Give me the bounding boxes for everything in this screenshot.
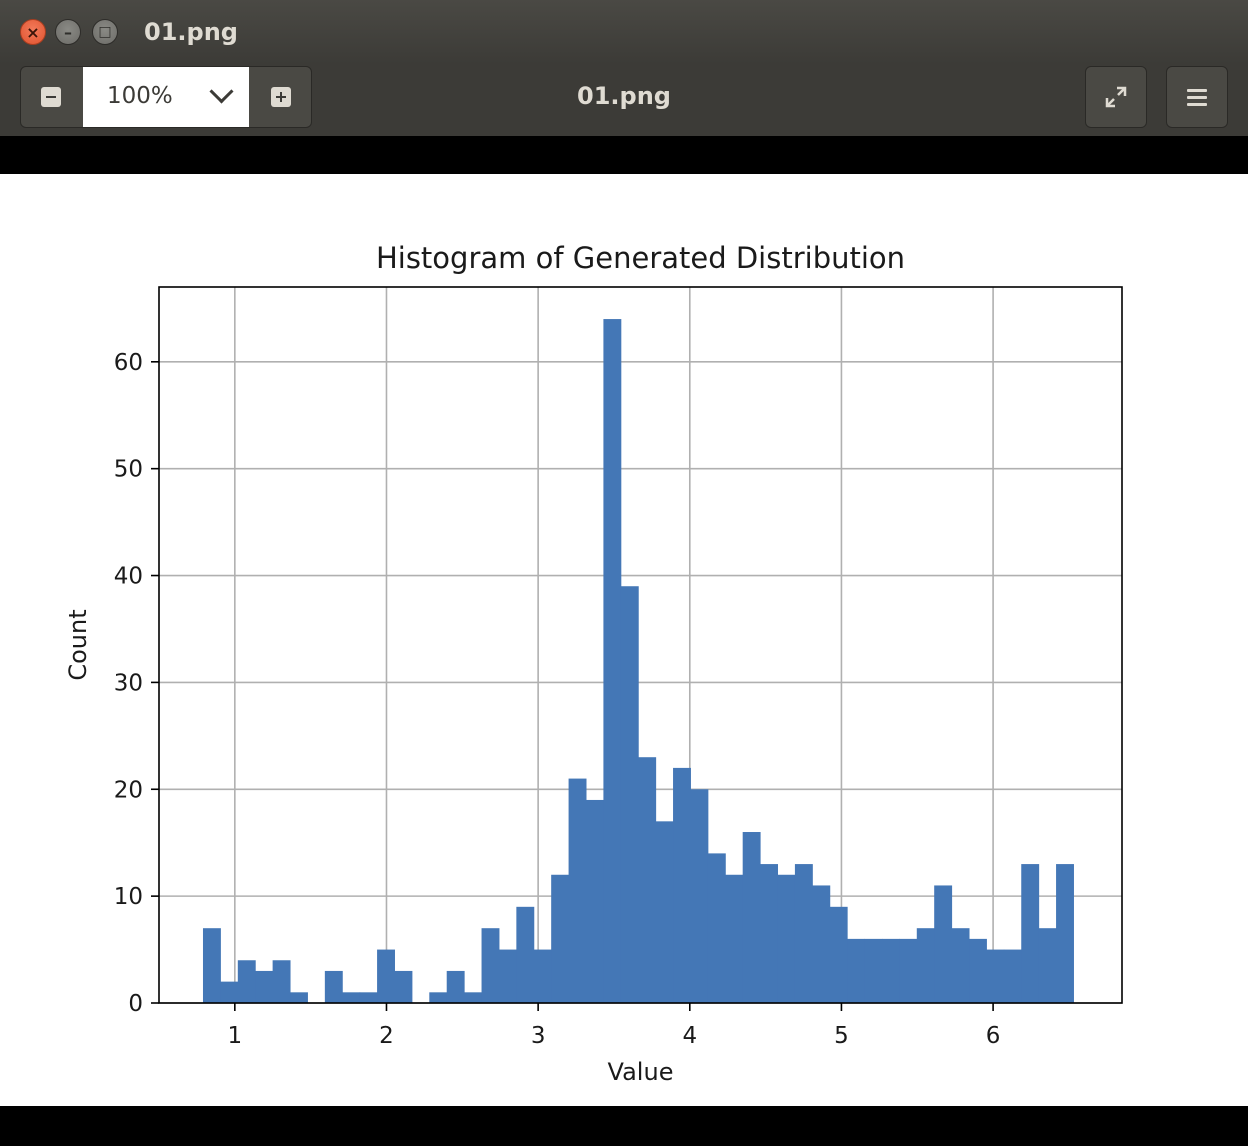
hamburger-menu-icon xyxy=(1187,89,1207,106)
zoom-level-value: 100% xyxy=(107,83,173,109)
title-bar: × – □ 01.png xyxy=(0,0,1248,64)
histogram-bar xyxy=(202,928,221,1003)
letterbox-bottom xyxy=(0,1106,1248,1146)
histogram-bar xyxy=(777,874,796,1003)
y-tick-label: 20 xyxy=(114,777,143,803)
x-tick-label: 5 xyxy=(834,1023,849,1049)
histogram-bar xyxy=(655,821,674,1003)
maximize-icon[interactable]: □ xyxy=(92,19,118,45)
y-tick-label: 30 xyxy=(114,670,143,696)
histogram-bar xyxy=(446,970,465,1003)
grid-lines xyxy=(159,287,1122,1004)
plot-frame xyxy=(158,286,1123,1004)
histogram-bar xyxy=(934,885,953,1003)
histogram-bar xyxy=(1003,949,1022,1003)
x-tick-label: 3 xyxy=(531,1023,546,1049)
histogram-bar xyxy=(585,799,604,1003)
zoom-out-icon xyxy=(41,87,61,107)
histogram-bar xyxy=(1038,928,1057,1003)
histogram-bar xyxy=(533,949,552,1003)
histogram-bar xyxy=(342,992,361,1003)
histogram-bar xyxy=(847,938,866,1003)
histogram-bar xyxy=(481,928,500,1003)
histogram-bar xyxy=(899,938,918,1003)
fullscreen-icon xyxy=(1105,86,1127,108)
histogram-bar xyxy=(429,992,448,1003)
y-tick-label: 60 xyxy=(114,350,143,376)
x-tick-label: 2 xyxy=(379,1023,394,1049)
histogram-bar xyxy=(742,832,761,1003)
histogram-bar xyxy=(394,970,413,1003)
histogram-bar xyxy=(324,970,343,1003)
histogram-bar xyxy=(829,906,848,1003)
menu-button[interactable] xyxy=(1166,66,1228,128)
toolbar-title: 01.png xyxy=(577,82,671,110)
zoom-in-icon xyxy=(271,87,291,107)
histogram-bar xyxy=(220,981,239,1003)
histogram-bars xyxy=(202,319,1074,1003)
histogram-bar xyxy=(551,874,570,1003)
histogram-bar xyxy=(760,864,779,1003)
histogram-bar xyxy=(707,853,726,1003)
histogram-bar xyxy=(290,992,308,1003)
y-tick-label: 0 xyxy=(128,991,143,1017)
histogram-bar xyxy=(986,949,1005,1003)
x-tick-label: 1 xyxy=(228,1023,243,1049)
chart-title: Histogram of Generated Distribution xyxy=(376,241,905,275)
histogram-bar xyxy=(690,789,709,1003)
x-tick-label: 4 xyxy=(682,1023,697,1049)
image-canvas: 1 2 3 4 5 6 0 10 20 30 40 50 60 Histogram of Generat… xyxy=(4,174,1244,1106)
histogram-bar xyxy=(812,885,831,1003)
histogram-bar xyxy=(237,960,256,1003)
histogram-bar xyxy=(603,319,622,1003)
x-tick-label: 6 xyxy=(986,1023,1001,1049)
histogram-bar xyxy=(255,970,274,1003)
y-tick-label: 40 xyxy=(114,564,143,590)
histogram-bar xyxy=(725,874,744,1003)
histogram-bar xyxy=(568,778,587,1003)
histogram-bar xyxy=(377,949,395,1003)
x-axis-label: Value xyxy=(608,1058,674,1086)
histogram-bar xyxy=(464,992,483,1003)
histogram-bar xyxy=(969,938,987,1003)
letterbox-top xyxy=(0,136,1248,174)
minimize-icon[interactable]: – xyxy=(55,19,81,45)
histogram-bar xyxy=(951,928,970,1003)
histogram-bar xyxy=(794,864,813,1003)
y-tick-label: 10 xyxy=(114,884,143,910)
histogram-bar xyxy=(916,928,935,1003)
zoom-controls: 100% xyxy=(20,66,312,128)
toolbar: 100% 01.png xyxy=(0,64,1248,136)
histogram-bar xyxy=(1021,864,1040,1003)
histogram-bar xyxy=(620,586,639,1003)
histogram-bar xyxy=(864,938,883,1003)
histogram-bar xyxy=(498,949,517,1003)
window-title: 01.png xyxy=(144,18,238,46)
zoom-in-button[interactable] xyxy=(251,67,311,127)
histogram-bar xyxy=(272,960,291,1003)
histogram-bar xyxy=(638,757,657,1003)
histogram-bar xyxy=(673,767,691,1003)
fullscreen-button[interactable] xyxy=(1085,66,1147,128)
histogram-bar xyxy=(881,938,900,1003)
y-axis-label: Count xyxy=(64,609,92,680)
histogram-bar xyxy=(359,992,378,1003)
y-tick-label: 50 xyxy=(114,457,143,483)
zoom-level-dropdown[interactable]: 100% xyxy=(83,67,249,127)
histogram-bar xyxy=(516,906,535,1003)
close-icon[interactable]: × xyxy=(20,19,46,45)
zoom-out-button[interactable] xyxy=(21,67,81,127)
histogram-bar xyxy=(1056,864,1074,1003)
